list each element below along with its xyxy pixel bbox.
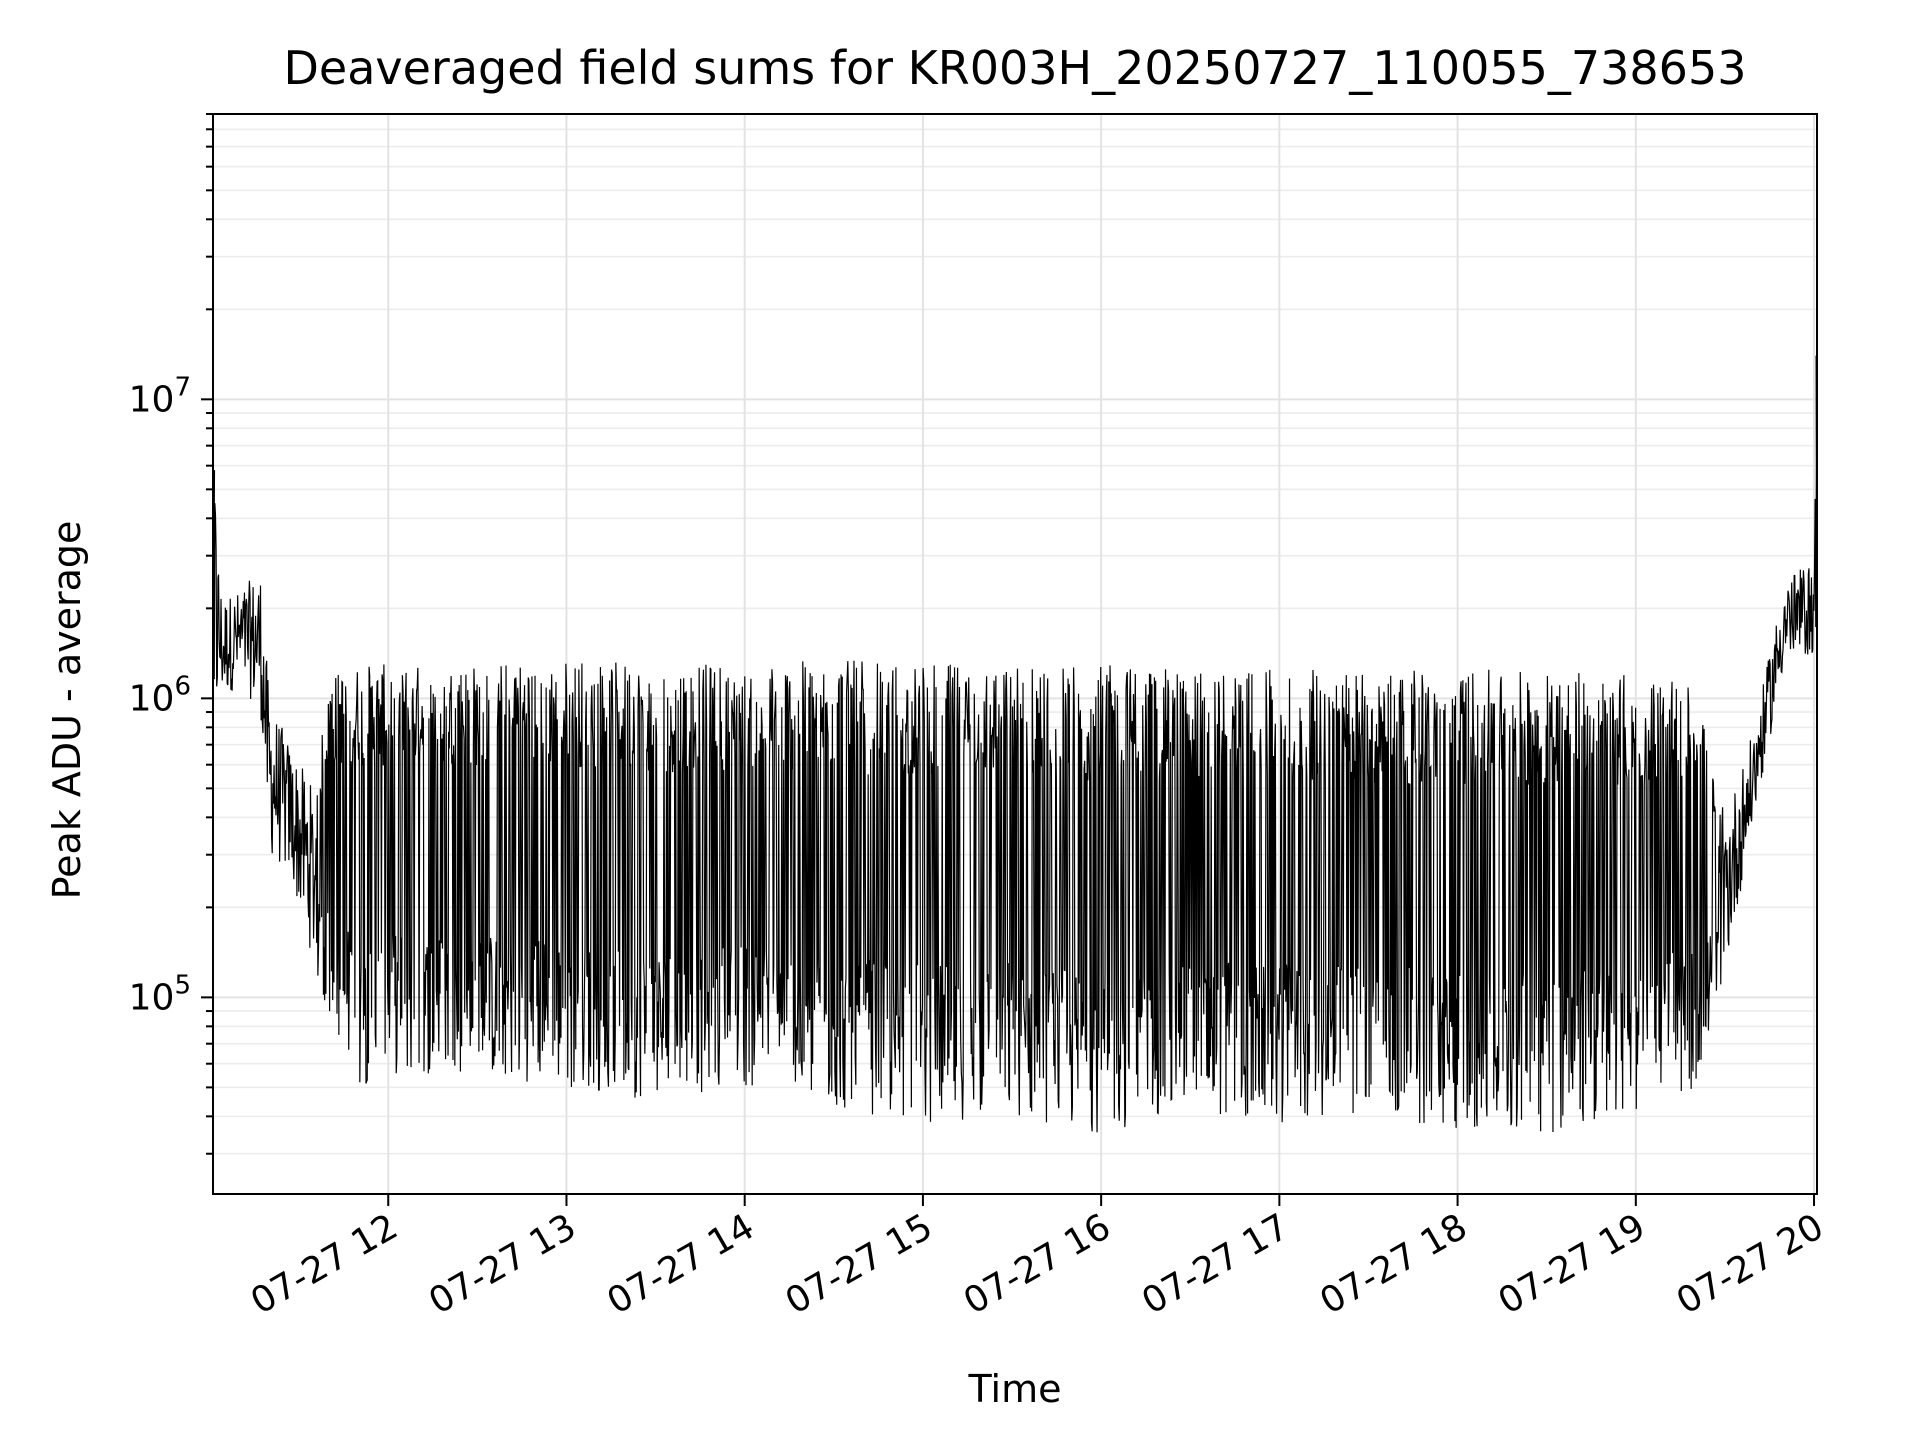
x-tick-label: 07-27 19	[1492, 1206, 1653, 1322]
x-tick-label: 07-27 12	[244, 1206, 405, 1322]
y-tick-base: 10	[129, 678, 175, 719]
y-tick-exponent: 5	[174, 970, 191, 1000]
y-tick-label: 107	[129, 372, 191, 420]
x-axis-ticks: 07-27 12 07-27 13 07-27 14 07-27 15 07-27 16…	[244, 1194, 1831, 1323]
chart-title: Deaveraged field sums for KR003H_2025072…	[284, 41, 1747, 95]
y-tick-label: 106	[129, 671, 191, 719]
x-tick-label: 07-27 17	[1135, 1206, 1296, 1322]
y-tick-base: 10	[129, 977, 175, 1018]
series-group	[212, 355, 1818, 1133]
x-tick-label: 07-27 20	[1670, 1206, 1831, 1322]
y-tick-exponent: 7	[174, 372, 191, 402]
x-tick-label: 07-27 16	[957, 1206, 1118, 1322]
series-line	[212, 355, 1818, 1133]
y-axis-label: Peak ADU - average	[45, 521, 89, 900]
x-axis-label: Time	[968, 1367, 1062, 1411]
plot-frame	[212, 113, 1818, 1195]
x-tick-label: 07-27 15	[779, 1206, 940, 1322]
y-tick-base: 10	[129, 379, 175, 420]
x-tick-label: 07-27 14	[601, 1206, 762, 1322]
y-tick-exponent: 6	[174, 671, 191, 701]
x-tick-label: 07-27 18	[1313, 1206, 1474, 1322]
x-tick-label: 07-27 13	[422, 1206, 583, 1322]
y-tick-label: 105	[129, 970, 191, 1018]
